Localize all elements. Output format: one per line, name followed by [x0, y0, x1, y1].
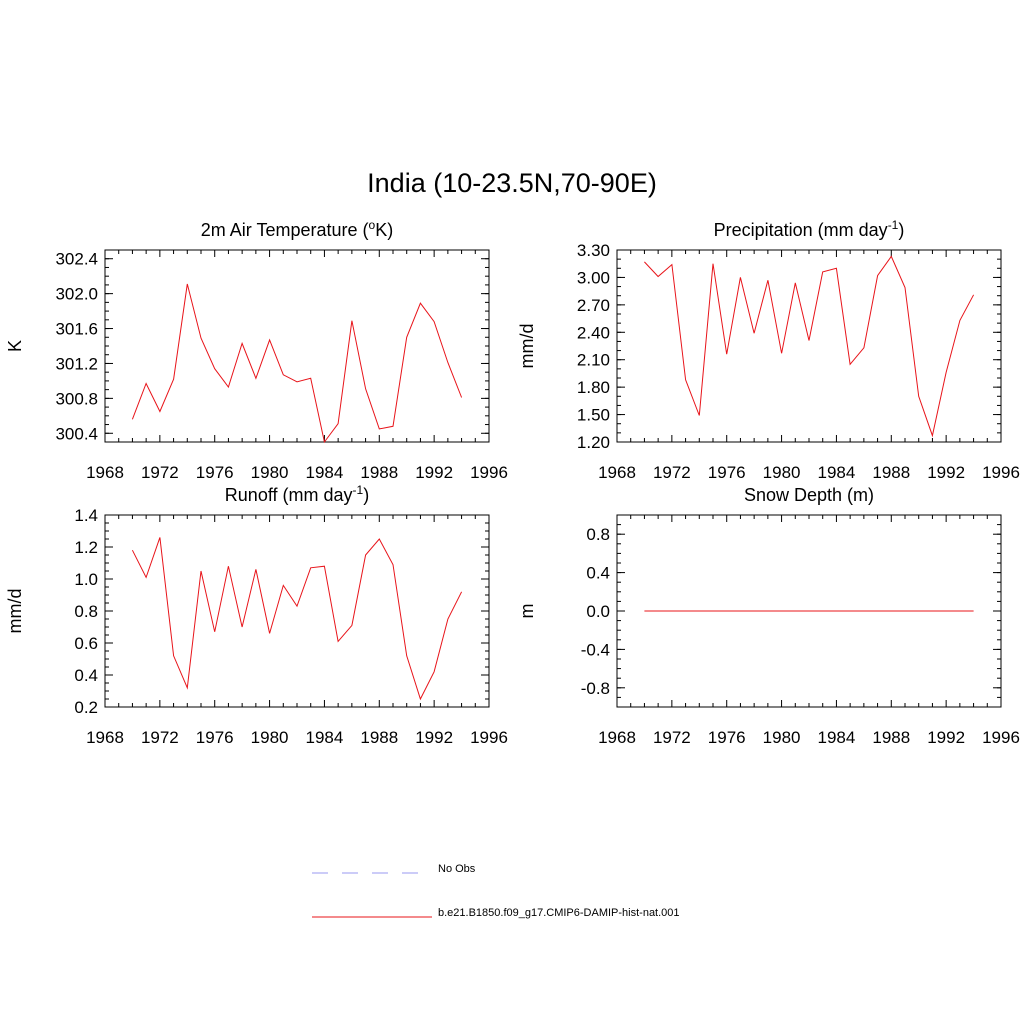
- x-tick-label: 1992: [927, 463, 965, 482]
- x-tick-label: 1968: [86, 463, 124, 482]
- x-tick-label: 1988: [360, 463, 398, 482]
- panel-title: Snow Depth (m): [744, 485, 874, 505]
- y-tick-label: 0.2: [74, 698, 98, 717]
- y-tick-label: 301.2: [55, 354, 98, 373]
- x-tick-label: 1972: [653, 463, 691, 482]
- y-tick-label: -0.4: [581, 640, 610, 659]
- y-tick-label: 0.0: [586, 602, 610, 621]
- x-tick-label: 1976: [708, 728, 746, 747]
- x-tick-label: 1992: [415, 463, 453, 482]
- x-tick-label: 1984: [306, 463, 344, 482]
- x-tick-label: 1984: [818, 463, 856, 482]
- y-axis-label: mm/d: [5, 589, 25, 634]
- x-tick-label: 1968: [86, 728, 124, 747]
- series-line-runoff: [131, 537, 463, 701]
- x-tick-label: 1984: [306, 728, 344, 747]
- x-tick-label: 1976: [708, 463, 746, 482]
- legend-line-obs: [312, 872, 422, 874]
- x-tick-label: 1976: [196, 463, 234, 482]
- x-tick-label: 1996: [982, 463, 1020, 482]
- y-tick-label: -0.8: [581, 679, 610, 698]
- x-tick-label: 1980: [251, 463, 289, 482]
- y-tick-label: 0.8: [586, 525, 610, 544]
- x-tick-label: 1988: [872, 728, 910, 747]
- plot-frame: [616, 249, 1002, 443]
- x-tick-label: 1972: [653, 728, 691, 747]
- x-tick-label: 1996: [982, 728, 1020, 747]
- legend-label-obs: No Obs: [438, 863, 476, 875]
- x-tick-label: 1980: [763, 463, 801, 482]
- y-axis-label: mm/d: [517, 324, 537, 369]
- y-tick-label: 2.10: [577, 351, 610, 370]
- y-tick-label: 1.0: [74, 570, 98, 589]
- x-tick-label: 1980: [251, 728, 289, 747]
- series-line-precipitation: [644, 255, 975, 438]
- x-tick-label: 1996: [470, 463, 508, 482]
- y-tick-label: 300.8: [55, 389, 98, 408]
- panel-snow-depth: -0.8 -0.4 0.0 0.4 0.8 1968 1972 1976 1980 1984 198…: [517, 485, 1020, 747]
- x-tick-label: 1968: [598, 728, 636, 747]
- y-tick-label: 1.2: [74, 538, 98, 557]
- series-line-temperature: [131, 283, 463, 444]
- panel-title: Runoff (mm day-1): [225, 483, 369, 505]
- x-tick-label: 1976: [196, 728, 234, 747]
- panel-title: Precipitation (mm day-1): [714, 218, 905, 240]
- y-axis-label: m: [517, 604, 537, 619]
- x-tick-label: 1984: [818, 728, 856, 747]
- x-tick-label: 1992: [415, 728, 453, 747]
- legend-line-model: [312, 916, 432, 918]
- panel-temperature: 300.4 300.8 301.2 301.6 302.0 302.4 1968 1972 19…: [5, 218, 508, 482]
- x-tick-label: 1996: [470, 728, 508, 747]
- x-tick-label: 1972: [141, 463, 179, 482]
- x-tick-label: 1988: [872, 463, 910, 482]
- x-tick-label: 1988: [360, 728, 398, 747]
- y-tick-label: 0.8: [74, 602, 98, 621]
- y-tick-label: 2.40: [577, 323, 610, 342]
- y-tick-label: 302.0: [55, 285, 98, 304]
- y-tick-label: 1.80: [577, 378, 610, 397]
- y-tick-label: 1.20: [577, 433, 610, 452]
- y-tick-label: 302.4: [55, 250, 98, 269]
- y-tick-label: 2.70: [577, 296, 610, 315]
- y-tick-label: 1.50: [577, 406, 610, 425]
- figure-title: India (10-23.5N,70-90E): [367, 168, 657, 198]
- x-tick-label: 1992: [927, 728, 965, 747]
- x-tick-label: 1980: [763, 728, 801, 747]
- y-tick-label: 0.4: [74, 666, 98, 685]
- y-tick-label: 300.4: [55, 424, 98, 443]
- y-tick-label: 1.4: [74, 506, 98, 525]
- y-tick-label: 301.6: [55, 320, 98, 339]
- panel-precipitation: 1.20 1.50 1.80 2.10 2.40 2.70 3.00 3.30 1968 1972…: [517, 218, 1020, 482]
- y-axis-label: K: [5, 340, 25, 352]
- panel-runoff: 0.2 0.4 0.6 0.8 1.0 1.2 1.4 1968 1972 1976 1980 198…: [5, 483, 508, 747]
- plot-frame: [104, 249, 490, 443]
- y-tick-label: 0.4: [586, 564, 610, 583]
- x-tick-label: 1972: [141, 728, 179, 747]
- x-tick-label: 1968: [598, 463, 636, 482]
- legend-label-model: b.e21.B1850.f09_g17.CMIP6-DAMIP-hist-nat…: [438, 907, 680, 919]
- y-tick-label: 3.30: [577, 241, 610, 260]
- y-tick-label: 3.00: [577, 268, 610, 287]
- y-tick-label: 0.6: [74, 634, 98, 653]
- panel-title: 2m Air Temperature (oK): [201, 218, 393, 240]
